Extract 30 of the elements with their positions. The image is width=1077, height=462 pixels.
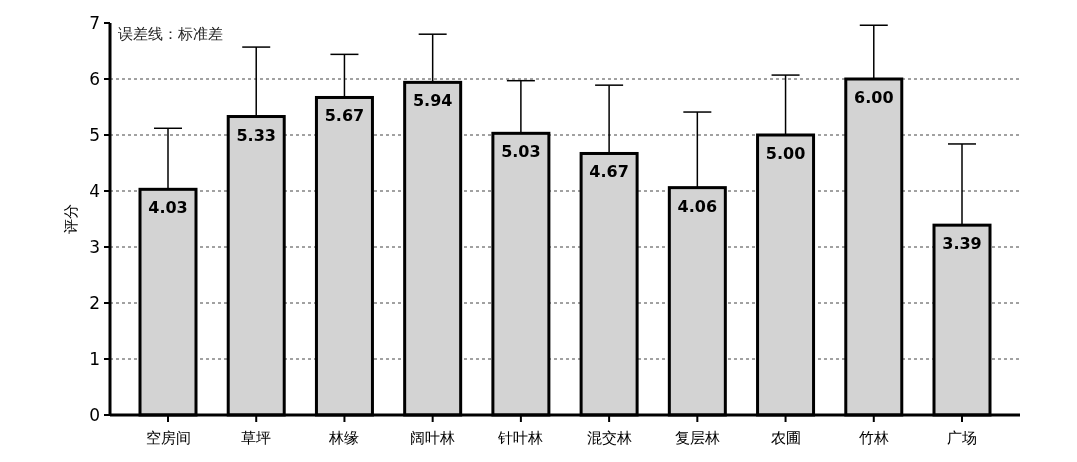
data-label: 6.00 [854,88,894,107]
x-tick-label: 林缘 [328,429,360,447]
data-label: 3.39 [942,234,982,254]
x-tick-label: 复层林 [674,429,720,447]
data-label: 4.67 [589,162,629,182]
data-label: 4.03 [148,198,188,218]
y-tick-label: 5 [89,125,100,145]
y-tick-label: 0 [89,405,100,425]
x-tick-label: 空房间 [145,429,191,447]
y-axis-title: 评分 [62,204,80,234]
x-tick-label: 针叶林 [497,429,544,447]
x-tick-label: 竹林 [858,429,889,447]
y-tick-label: 1 [89,349,100,369]
data-label: 5.33 [236,125,276,145]
annotation: 误差线：标准差 [118,25,223,43]
y-tick-label: 3 [89,237,100,257]
data-label: 5.00 [765,144,806,163]
data-label: 5.03 [501,142,541,162]
data-label: 4.06 [677,196,718,216]
x-tick-label: 农圃 [770,429,801,447]
x-tick-label: 阔叶林 [410,429,456,447]
data-label: 5.67 [324,106,365,126]
y-tick-label: 4 [89,181,100,201]
y-tick-label: 7 [89,13,100,33]
x-tick-label: 混交林 [586,429,632,447]
y-tick-label: 6 [89,69,100,89]
data-label: 5.94 [412,91,453,111]
x-tick-label: 草坪 [241,429,272,447]
x-tick-label: 广场 [947,429,977,447]
y-tick-label: 2 [89,293,100,313]
